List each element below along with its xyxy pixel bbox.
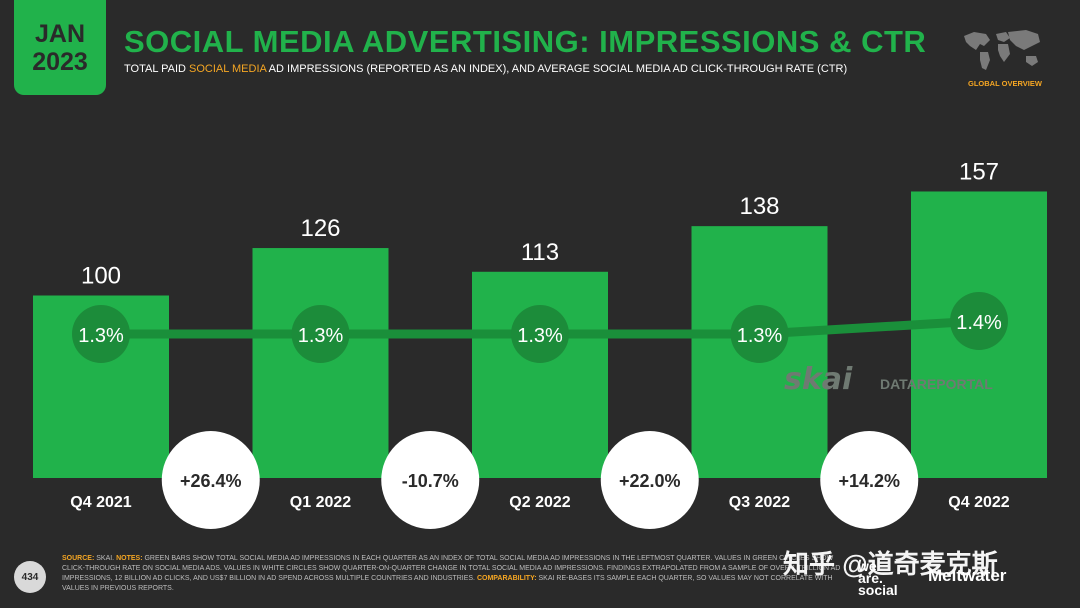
was-line-2: are. <box>858 570 883 586</box>
category-label: Q4 2022 <box>948 494 1009 511</box>
category-label: Q4 2021 <box>70 494 131 511</box>
change-circle <box>161 431 260 529</box>
ctr-point <box>291 305 350 363</box>
ctr-label: 1.3% <box>737 325 783 347</box>
change-label: +26.4% <box>180 471 242 491</box>
badge-year: 2023 <box>32 47 88 76</box>
ctr-label: 1.3% <box>517 325 563 347</box>
page-title: SOCIAL MEDIA ADVERTISING: IMPRESSIONS & … <box>124 24 927 59</box>
change-circle <box>600 431 699 529</box>
source-key: SOURCE: <box>62 555 95 562</box>
comparability-text: SKAI RE-BASES ITS SAMPLE EACH QUARTER, S… <box>62 575 833 592</box>
page-subtitle: TOTAL PAID SOCIAL MEDIA AD IMPRESSIONS (… <box>124 63 847 75</box>
bar-value-label: 113 <box>521 239 559 266</box>
source-text: SKAI. <box>94 555 117 562</box>
skai-logo: skai <box>784 362 853 397</box>
ctr-point <box>511 305 569 363</box>
subtitle-highlight: SOCIAL MEDIA <box>189 63 267 75</box>
comparability-key: COMPARABILITY: <box>476 575 537 582</box>
notes-key: NOTES: <box>116 555 143 562</box>
notes-text: GREEN BARS SHOW TOTAL SOCIAL MEDIA AD IM… <box>62 555 841 582</box>
region-label: GLOBAL OVERVIEW <box>968 79 1042 88</box>
page-number: 434 <box>14 561 46 593</box>
was-line-3: social <box>858 582 898 598</box>
change-circle <box>381 431 480 529</box>
was-line-1: we <box>858 558 877 574</box>
change-label: +22.0% <box>619 471 681 491</box>
ctr-point <box>72 305 130 363</box>
badge-month: JAN <box>34 19 85 48</box>
date-badge: JAN 2023 <box>14 0 106 95</box>
bar-value-label: 157 <box>959 158 999 185</box>
ctr-label: 1.3% <box>78 325 124 347</box>
bar-value-label: 138 <box>739 193 779 220</box>
ctr-point <box>950 292 1008 350</box>
change-circle <box>820 431 919 529</box>
subtitle-post: AD IMPRESSIONS (REPORTED AS AN INDEX), A… <box>266 63 848 75</box>
change-label: +14.2% <box>838 471 900 491</box>
watermark: 知乎 @道奇麦克斯 <box>783 549 998 579</box>
bar <box>472 271 608 478</box>
subtitle-pre: TOTAL PAID <box>124 63 189 75</box>
world-map-icon <box>964 30 1040 70</box>
we-are-social-logo: we are. social <box>858 558 898 598</box>
bar-value-label: 100 <box>81 263 121 290</box>
bar <box>252 248 389 478</box>
footer-notes: SOURCE: SKAI. NOTES: GREEN BARS SHOW TOT… <box>62 554 852 594</box>
category-label: Q1 2022 <box>290 494 351 511</box>
ctr-point <box>730 305 789 363</box>
category-label: Q3 2022 <box>729 494 790 511</box>
ctr-label: 1.3% <box>298 325 344 347</box>
datareportal-logo: DATAREPORTAL <box>880 376 993 392</box>
ctr-label: 1.4% <box>956 312 1002 334</box>
category-label: Q2 2022 <box>509 494 570 511</box>
change-label: -10.7% <box>402 471 459 491</box>
bar-value-label: 126 <box>300 215 340 242</box>
meltwater-logo: Meltwater <box>928 566 1007 585</box>
